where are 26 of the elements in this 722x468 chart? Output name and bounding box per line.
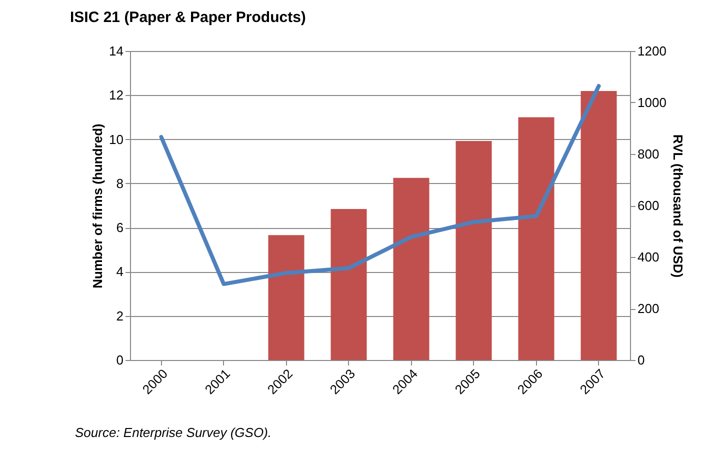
line-series (159, 84, 601, 286)
y2-tick-label: 600 (638, 198, 660, 213)
y2-tick-label: 200 (638, 301, 660, 316)
y-tick-label: 14 (109, 44, 124, 58)
y-tick-label: 0 (116, 352, 124, 368)
y-tick-label: 12 (109, 88, 124, 103)
y-tick-label: 4 (116, 264, 124, 280)
y-tick-label: 6 (116, 220, 124, 236)
bar (393, 178, 430, 360)
y2-tick-label: 400 (638, 250, 660, 264)
y2-tick-label: 1000 (638, 95, 666, 110)
bar (330, 209, 367, 360)
y2-axis-title: RVL (thousand of USD) (670, 134, 686, 278)
y-axis-title: Number of firms (hundred) (90, 124, 106, 288)
y2-tick-label: 1200 (638, 44, 666, 58)
bar (456, 141, 492, 360)
bar (268, 235, 304, 360)
chart-title: ISIC 21 (Paper & Paper Products) (70, 9, 306, 26)
y-tick-label: 8 (116, 176, 124, 191)
source-note: Source: Enterprise Survey (GSO). (75, 425, 272, 440)
y2-tick-label: 0 (638, 352, 645, 368)
bar (518, 117, 554, 360)
bar (580, 90, 617, 360)
y-tick-label: 10 (109, 132, 124, 147)
y2-tick-label: 800 (638, 146, 660, 162)
y-tick-label: 2 (116, 308, 124, 324)
